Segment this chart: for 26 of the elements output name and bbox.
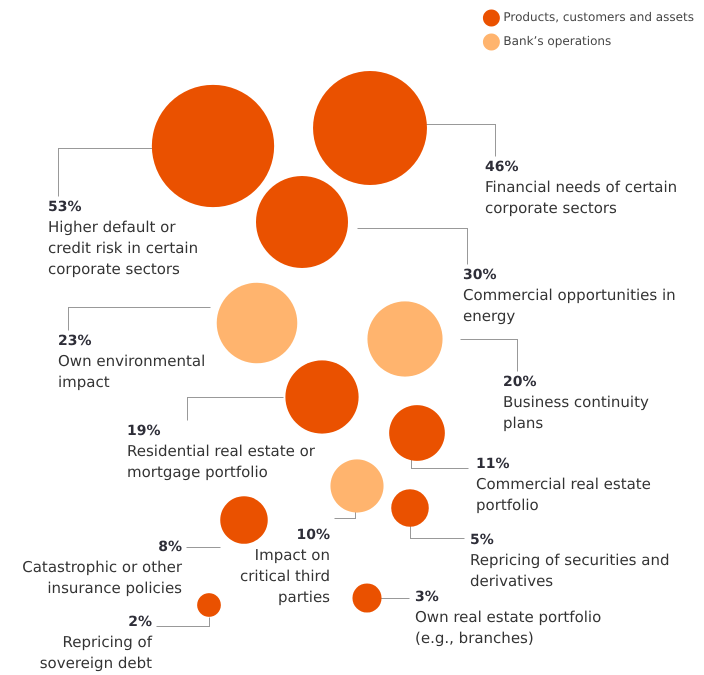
legend-label: Bank’s operations [503,34,612,48]
category-label: Catastrophic or other insurance policies [22,558,182,597]
data-label: 8% [157,538,182,557]
data-label: 23% [58,332,93,351]
data-label: 10% [295,526,330,545]
data-label: 53% [48,198,83,217]
category-label: Business continuity plans [503,393,649,432]
category-label: Own environmental impact [58,352,206,391]
legend-label: Products, customers and assets [503,10,694,24]
data-label: 19% [127,422,162,441]
data-label: 3% [415,589,439,605]
category-label: Repricing of sovereign debt [40,633,152,672]
data-label: 46% [485,158,520,177]
category-label: Impact on critical third parties [240,546,330,606]
category-label: Commercial real estate portfolio [476,475,651,514]
data-label: 30% [463,266,498,285]
category-label: Financial needs of certain corporate sectors [485,178,678,217]
category-label: Higher default or credit risk in certain corporate sectors [48,218,198,278]
data-label: 20% [503,373,538,392]
data-label: 2% [127,613,152,632]
category-label: Residential real estate or mortgage portfolio [127,442,315,481]
data-label: 11% [476,455,511,474]
category-label: Repricing of securities and derivatives [470,551,670,590]
category-label: Commercial opportunities in energy [463,286,676,325]
category-label: Own real estate portfolio (e.g., branches) [415,608,602,647]
data-label: 5% [470,531,495,550]
